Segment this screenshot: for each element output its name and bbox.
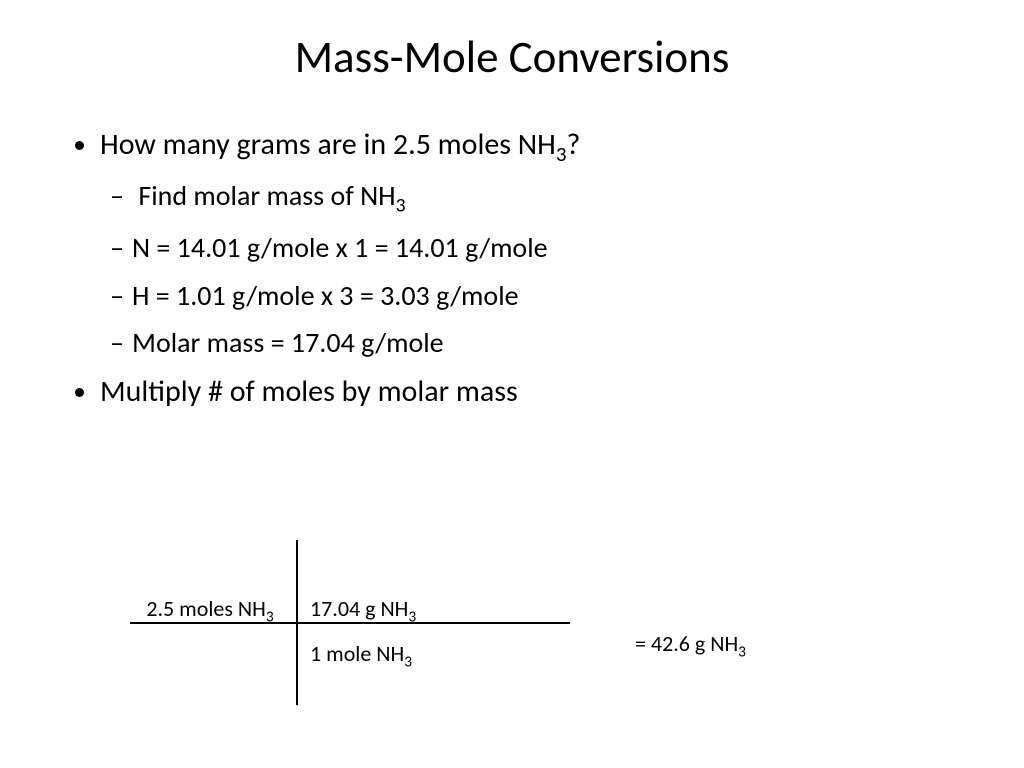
slide: Mass-Mole Conversions How many grams are… <box>0 0 1024 462</box>
cell-given-sub: 3 <box>266 607 274 626</box>
cell-denominator-sub: 3 <box>404 652 412 671</box>
sub-bullet-4: Molar mass = 17.04 g/mole <box>132 323 964 362</box>
bullet-1-text-post: ? <box>567 126 581 163</box>
bullet-1: How many grams are in 2.5 moles NH3? Fin… <box>100 125 964 362</box>
slide-title: Mass-Mole Conversions <box>60 30 964 85</box>
bullet-2: Multiply # of moles by molar mass <box>100 372 964 413</box>
cell-molar-mass-sub: 3 <box>408 607 416 626</box>
sub-bullet-1: Find molar mass of NH3 <box>132 176 964 220</box>
calc-result-sub: 3 <box>738 642 746 661</box>
sub-bullet-1-sub: 3 <box>396 194 406 218</box>
sub-bullet-1-pre: Find molar mass of NH <box>138 178 395 213</box>
calc-result: = 42.6 g NH3 <box>635 630 746 661</box>
sub-bullet-3: H = 1.01 g/mole x 3 = 3.03 g/mole <box>132 276 964 315</box>
cell-denominator-pre: 1 mole NH <box>310 640 404 667</box>
sub-bullet-2: N = 14.01 g/mole x 1 = 14.01 g/mole <box>132 228 964 267</box>
bullet-1-sub: 3 <box>556 141 567 167</box>
cell-molar-mass: 17.04 g NH3 <box>310 595 470 626</box>
cell-given: 2.5 moles NH3 <box>130 595 290 626</box>
slide-content: How many grams are in 2.5 moles NH3? Fin… <box>60 125 964 412</box>
dimensional-analysis: 2.5 moles NH3 17.04 g NH3 1 mole NH3 = 4… <box>130 560 930 740</box>
cell-given-pre: 2.5 moles NH <box>146 595 266 622</box>
bullet-list: How many grams are in 2.5 moles NH3? Fin… <box>60 125 964 412</box>
calc-result-pre: = 42.6 g NH <box>635 630 738 657</box>
sub-bullet-list: Find molar mass of NH3 N = 14.01 g/mole … <box>100 176 964 362</box>
cell-denominator: 1 mole NH3 <box>310 640 470 671</box>
cell-molar-mass-pre: 17.04 g NH <box>310 595 408 622</box>
bullet-1-text-pre: How many grams are in 2.5 moles NH <box>100 126 556 163</box>
